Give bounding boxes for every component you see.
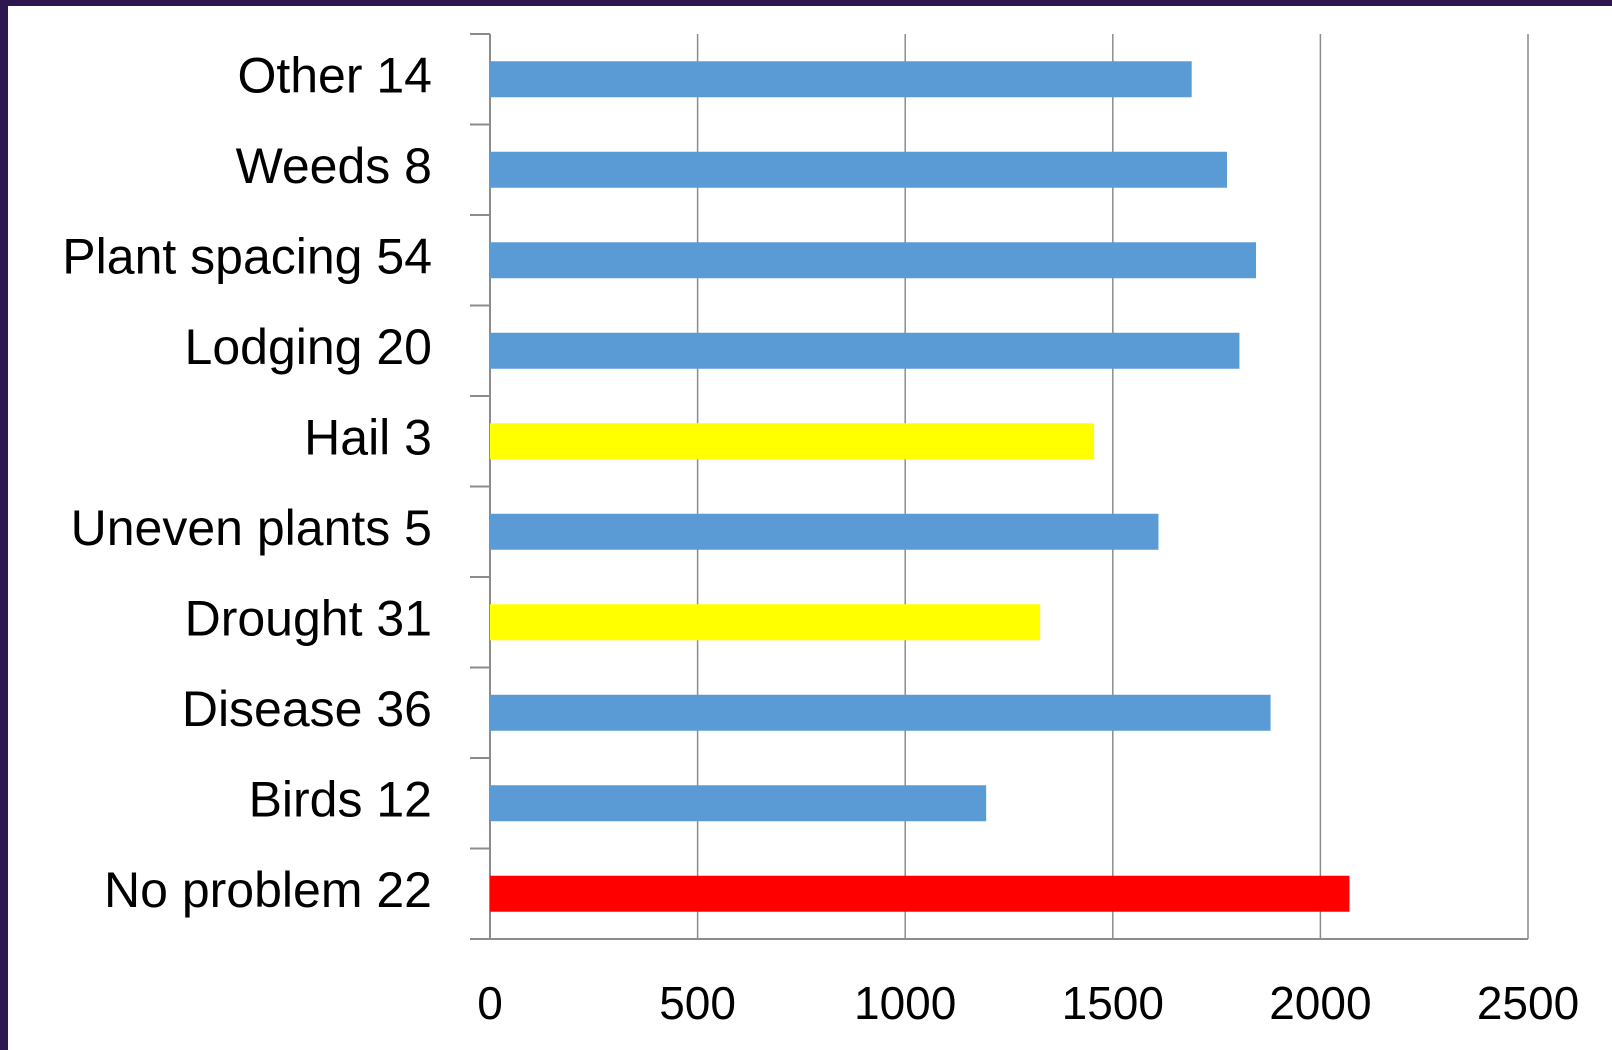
x-tick-label: 1000 (854, 977, 956, 1029)
y-tick-label: Lodging 20 (185, 319, 432, 375)
bar (490, 151, 1227, 188)
y-tick-label: Plant spacing 54 (62, 228, 432, 284)
bar (490, 604, 1041, 641)
bar (490, 332, 1240, 369)
y-tick-label: Hail 3 (304, 409, 432, 465)
bar (490, 423, 1095, 460)
y-tick-label: Disease 36 (182, 681, 432, 737)
x-tick-label: 1500 (1062, 977, 1164, 1029)
x-tick-label: 0 (477, 977, 503, 1029)
x-tick-label: 2500 (1477, 977, 1579, 1029)
y-tick-label: Drought 31 (185, 590, 432, 646)
y-tick-label: Weeds 8 (236, 138, 432, 194)
x-tick-label: 500 (659, 977, 736, 1029)
bar (490, 242, 1257, 279)
bar (490, 61, 1192, 98)
y-tick-label: Birds 12 (249, 771, 432, 827)
y-tick-label: No problem 22 (104, 862, 432, 918)
y-tick-label: Uneven plants 5 (71, 500, 432, 556)
bar (490, 513, 1159, 550)
y-tick-label: Other 14 (237, 47, 432, 103)
x-tick-label: 2000 (1269, 977, 1371, 1029)
bar (490, 694, 1271, 731)
bar (490, 875, 1350, 912)
bar (490, 785, 987, 822)
